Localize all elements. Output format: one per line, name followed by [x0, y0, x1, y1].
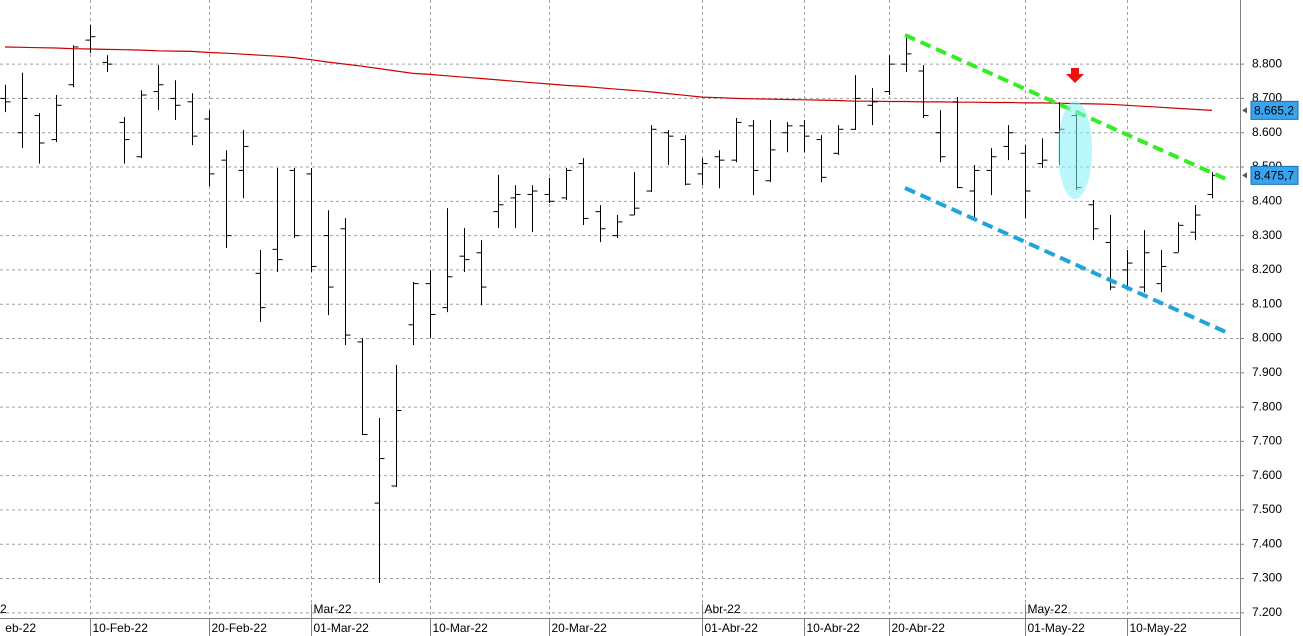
x-tick-label: 10-Abr-22: [807, 621, 861, 635]
x-tick-label: 10-Mar-22: [433, 621, 489, 635]
y-tick-label: 7.600: [1252, 468, 1282, 482]
y-tick-label: 8.000: [1252, 331, 1282, 345]
labels: 7.200 7.300 7.400 7.500 7.600 7.700 7.800 7.900…: [93, 56, 1299, 635]
y-tick-label: 8.800: [1252, 56, 1282, 70]
x-tick-label: 20-Abr-22: [892, 621, 946, 635]
y-tick-label: 7.200: [1252, 605, 1282, 619]
y-tick-label: 7.400: [1252, 536, 1282, 550]
y-tick-label: 7.700: [1252, 434, 1282, 448]
close-last-label-pointer: [1242, 172, 1247, 179]
grid: [0, 0, 1244, 636]
y-tick-label: 7.800: [1252, 399, 1282, 413]
x-tick-label: 10-May-22: [1130, 621, 1188, 635]
y-tick-label: 7.900: [1252, 365, 1282, 379]
close-last-label: 8.475,7: [1254, 169, 1294, 183]
trend-line-upper: [904, 33, 1229, 182]
y-tick-label: 8.400: [1252, 193, 1282, 207]
y-tick-label: 7.300: [1252, 571, 1282, 585]
x-tick-label: 01-May-22: [1028, 621, 1086, 635]
y-tick-label: 7.500: [1252, 502, 1282, 516]
moving-average-line: [4, 46, 1213, 111]
x-tick-label: 20-Mar-22: [552, 621, 608, 635]
x-tick-label: 10-Feb-22: [93, 621, 149, 635]
x-tick-label-cut: eb-22: [5, 621, 36, 635]
month-label: May-22: [1028, 602, 1068, 616]
ma-last-label-pointer: [1242, 107, 1247, 114]
close-last-label-box: [1250, 165, 1299, 185]
y-tick-label: 8.100: [1252, 296, 1282, 310]
month-label: Abr-22: [705, 602, 741, 616]
ma-last-label-box: [1250, 100, 1299, 120]
x-tick-label: 01-Mar-22: [314, 621, 370, 635]
y-tick-label: 8.300: [1252, 228, 1282, 242]
month-label: Mar-22: [314, 602, 352, 616]
x-tick-label: 01-Abr-22: [705, 621, 759, 635]
x-tick-label: 20-Feb-22: [212, 621, 268, 635]
down-arrow: [1066, 68, 1084, 83]
ma-last-label: 8.665,2: [1254, 104, 1294, 118]
trend-line-lower: [904, 186, 1229, 335]
month-label-cut: 2: [0, 602, 7, 616]
y-tick-label: 8.200: [1252, 262, 1282, 276]
highlight-ellipse: [1058, 101, 1092, 199]
y-tick-label: 8.600: [1252, 125, 1282, 139]
